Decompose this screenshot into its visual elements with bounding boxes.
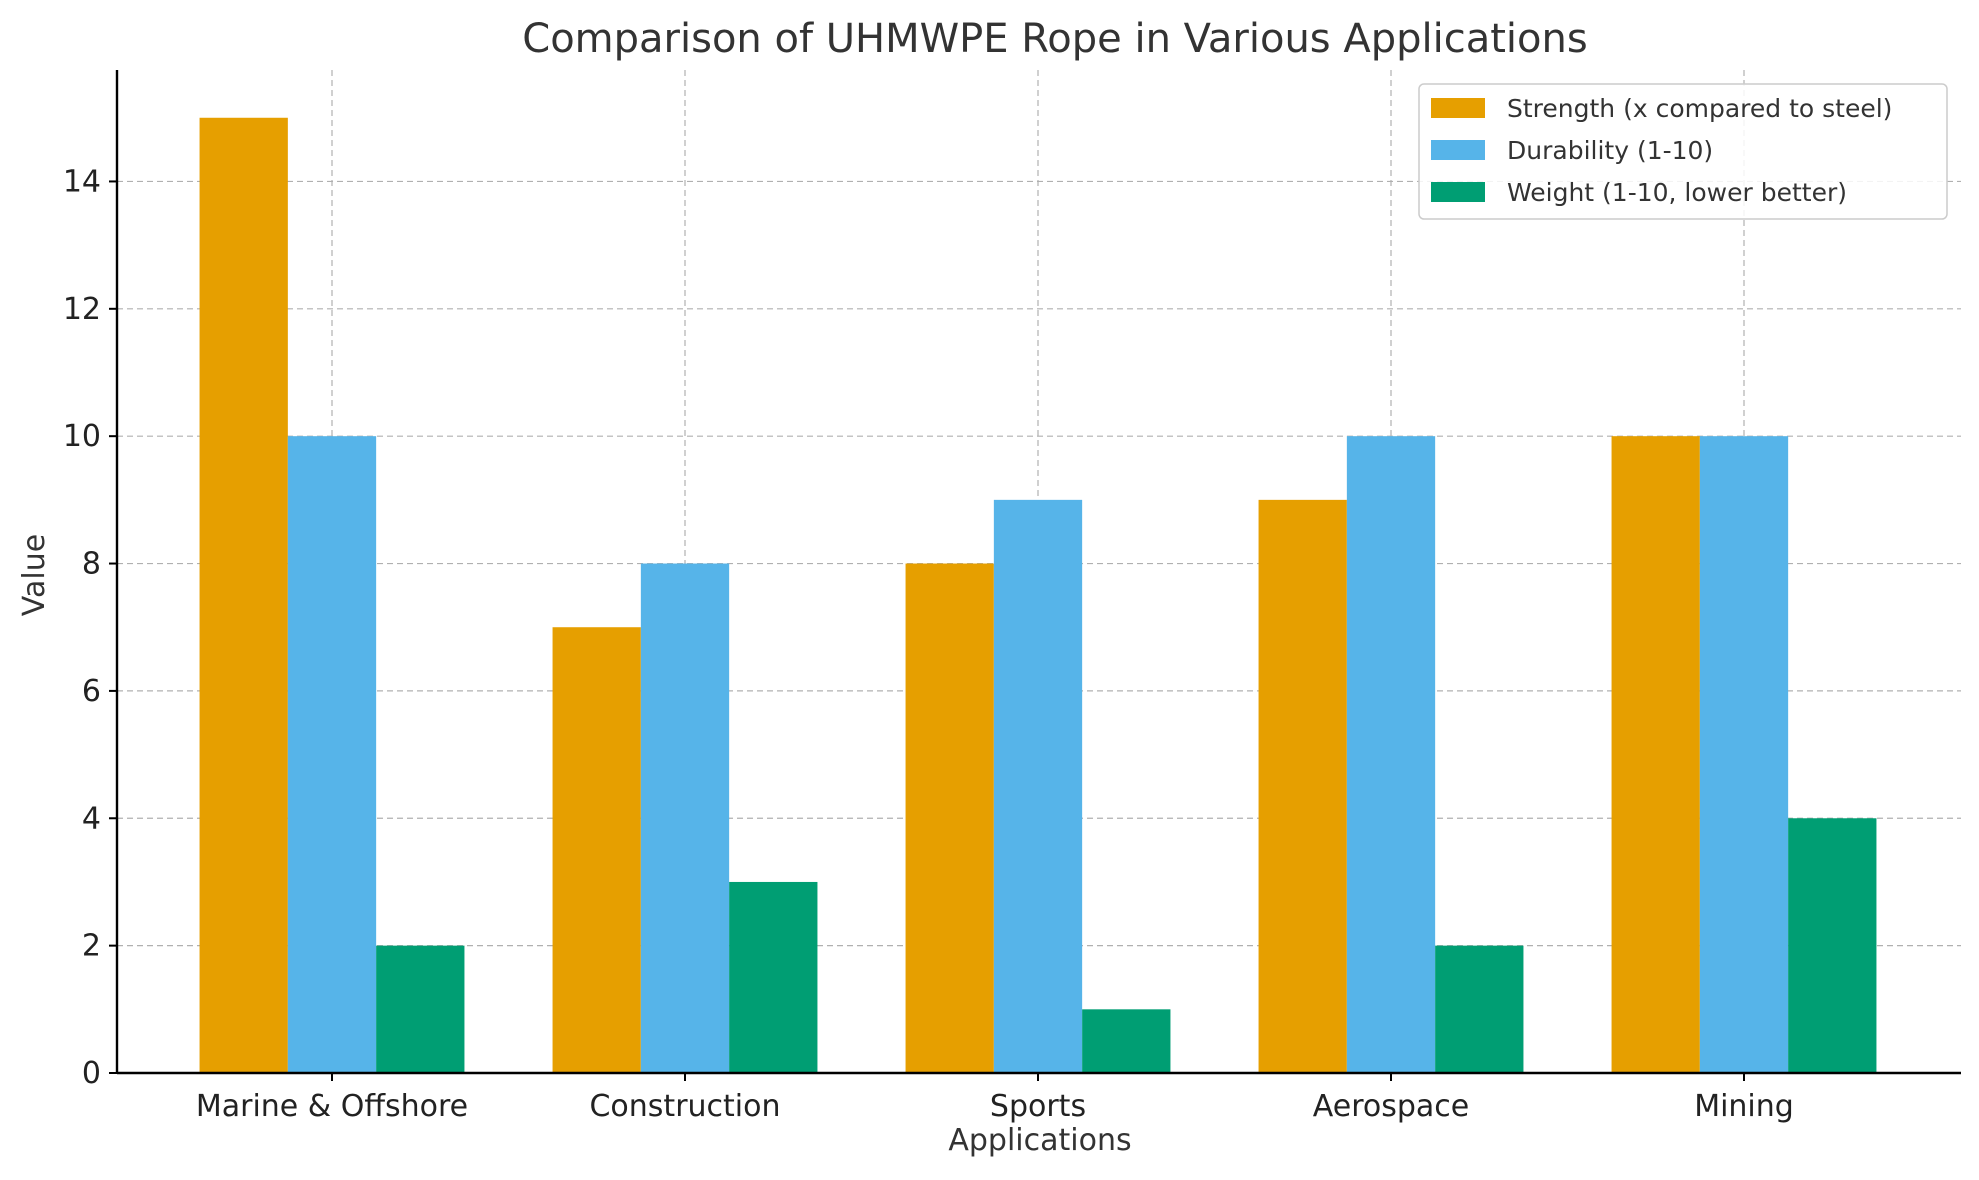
chart-title: Comparison of UHMWPE Rope in Various App…: [522, 16, 1587, 62]
legend: Strength (x compared to steel) Durability…: [1418, 83, 1948, 220]
bar: [1082, 1009, 1171, 1073]
y-tick-label: 2: [82, 929, 101, 964]
legend-box: [1418, 83, 1948, 220]
y-tick-label: 0: [82, 1056, 101, 1091]
legend-swatch: [1431, 140, 1485, 160]
bar: [376, 945, 465, 1073]
legend-label: Weight (1-10, lower better): [1507, 178, 1847, 207]
bar: [1788, 818, 1877, 1073]
y-tick-label: 4: [82, 801, 101, 836]
y-tick-label: 12: [63, 292, 101, 327]
y-tick-label: 8: [82, 547, 101, 582]
bar: [905, 563, 994, 1073]
bar: [993, 499, 1083, 1073]
legend-label: Durability (1-10): [1507, 136, 1713, 165]
legend-swatch: [1431, 98, 1485, 118]
bar: [1699, 436, 1789, 1074]
bar: [1611, 436, 1700, 1074]
x-tick-label: Marine & Offshore: [196, 1089, 468, 1124]
ticks-layer: 0 2 4 6 8 10 12 14 Marine & Offshore Construction…: [63, 164, 1794, 1124]
bar: [199, 117, 288, 1073]
y-tick-label: 14: [63, 164, 101, 199]
bars-layer: [199, 117, 1877, 1074]
x-tick-label: Construction: [589, 1089, 780, 1124]
bar: [1258, 499, 1347, 1073]
x-axis-label: Applications: [948, 1123, 1131, 1158]
legend-swatch: [1431, 182, 1485, 202]
y-tick-label: 6: [82, 674, 101, 709]
y-tick-label: 10: [63, 419, 101, 454]
x-tick-label: Mining: [1694, 1089, 1794, 1124]
bar: [287, 436, 377, 1074]
bar: [729, 881, 818, 1073]
y-axis-label: Value: [17, 534, 52, 616]
x-tick-label: Aerospace: [1313, 1089, 1470, 1124]
bar: [1435, 945, 1524, 1073]
bar: [640, 563, 730, 1073]
bar: [1346, 436, 1436, 1074]
bar: [552, 627, 641, 1073]
x-tick-label: Sports: [990, 1089, 1086, 1124]
legend-label: Strength (x compared to steel): [1507, 94, 1892, 123]
